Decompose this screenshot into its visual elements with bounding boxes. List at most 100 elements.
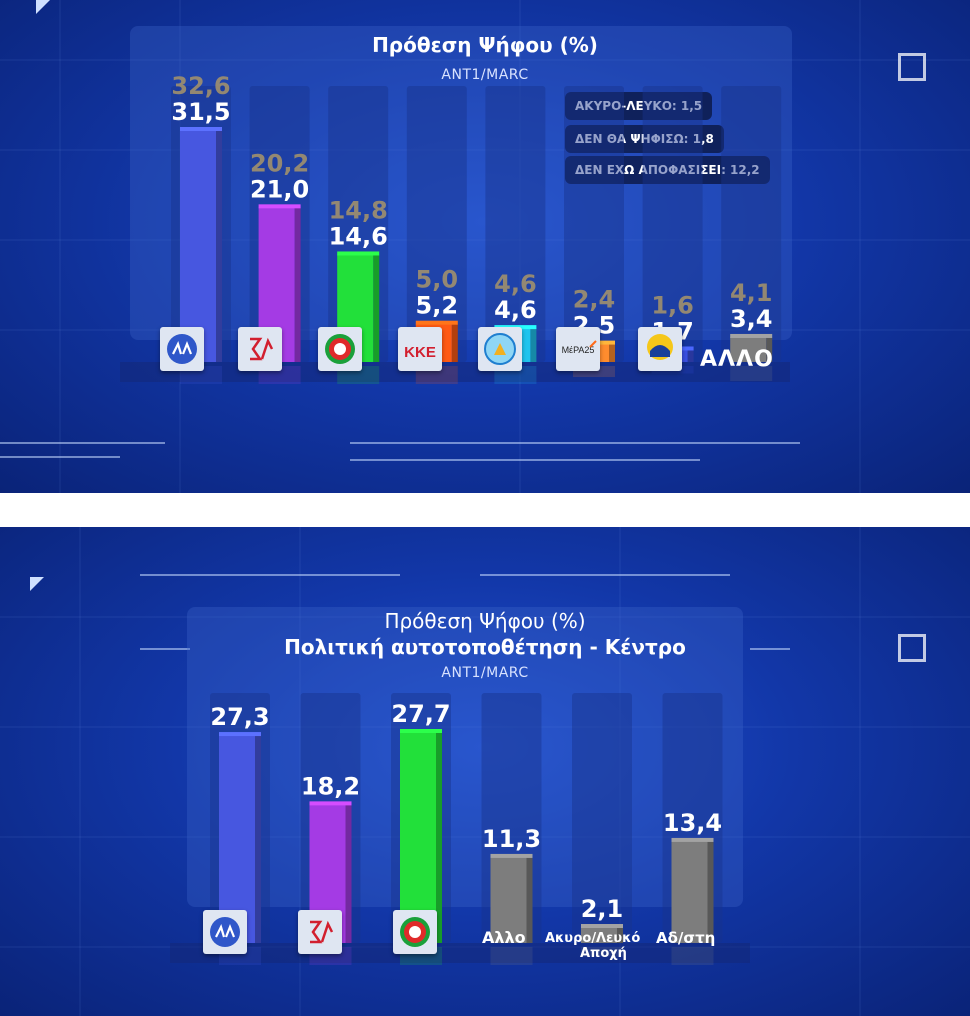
square-outline-icon xyxy=(898,634,926,662)
note-will-not-vote: ΔΕΝ ΘΑ ΨΗΦΙΣΩ: 1,8 xyxy=(565,125,724,153)
chart-title: Πρόθεση Ψήφου (%) xyxy=(372,33,598,57)
bar-side xyxy=(436,732,442,943)
mera25-logo-icon: ΜέΡΑ25 xyxy=(556,327,600,371)
data-label: 2,1 xyxy=(581,895,624,923)
data-label: 5,2 xyxy=(416,292,459,320)
bar-column-backdrop xyxy=(642,86,703,362)
chart-subtitle: Πολιτική αυτοτοποθέτηση - Κέντρο xyxy=(284,635,686,659)
bar-group xyxy=(400,729,442,965)
data-label: 13,4 xyxy=(663,809,722,837)
bar-top xyxy=(180,127,222,131)
data-label: 14,6 xyxy=(329,222,388,250)
mera25-logo-text: ΜέΡΑ25 xyxy=(562,345,595,355)
bar-column-backdrop xyxy=(721,86,782,362)
bar-column-backdrop xyxy=(406,86,467,362)
chart-panel-center: Πρόθεση Ψήφου (%) Πολιτική αυτοτοποθέτησ… xyxy=(0,527,970,1016)
bar-reflection xyxy=(573,366,615,378)
bar-group xyxy=(730,333,773,382)
bar-side xyxy=(255,735,261,943)
invalid-blank-label: Ακυρο/Λευκό xyxy=(545,931,641,946)
abstention-label: Αποχή xyxy=(580,946,627,961)
other-label: ΑΛΛΟ xyxy=(700,347,774,372)
undecided-label: Αδ/στη xyxy=(656,929,716,947)
bar xyxy=(180,130,216,362)
bar-side xyxy=(687,349,694,362)
previous-data-label: 32,6 xyxy=(171,72,230,100)
bar-top xyxy=(337,251,380,256)
data-label: 27,7 xyxy=(391,700,450,728)
bar-side xyxy=(216,130,222,362)
bar-column-backdrop xyxy=(572,693,632,943)
ellines-logo-icon xyxy=(638,327,682,371)
bar-top xyxy=(400,729,442,733)
kke-logo-text: ΚΚΕ xyxy=(404,344,436,361)
syriza-logo-icon xyxy=(238,327,282,371)
bar-chart-center: 27,3 18,2 27,7 11,3 2,1 13,4 xyxy=(170,693,750,965)
note-undecided: ΔΕΝ ΕΧΩ ΑΠΟΦΑΣΙΣΕΙ: 12,2 xyxy=(565,156,770,184)
bar xyxy=(671,840,708,943)
bar-side xyxy=(373,254,380,362)
bar-side xyxy=(609,343,615,362)
nd-logo-icon xyxy=(160,327,204,371)
previous-data-label: 14,8 xyxy=(329,196,388,224)
data-label: 18,2 xyxy=(301,772,360,800)
bar-top xyxy=(415,320,458,325)
kke-logo-icon: ΚΚΕ xyxy=(398,327,442,371)
data-label: 11,3 xyxy=(482,825,541,853)
bar-top xyxy=(309,801,352,806)
syriza-logo-icon xyxy=(298,910,342,954)
bar-group xyxy=(219,732,261,965)
previous-data-label: 4,6 xyxy=(494,270,537,298)
bar-top xyxy=(730,333,773,338)
nd-logo-icon xyxy=(203,910,247,954)
bar-top xyxy=(219,732,261,737)
other-label: Αλλο xyxy=(482,928,526,947)
pasok-logo-icon xyxy=(393,910,437,954)
bar-top xyxy=(490,853,533,858)
bar-top xyxy=(671,837,714,842)
bar xyxy=(400,732,436,943)
title-box xyxy=(187,607,743,907)
data-label: 27,3 xyxy=(210,703,269,731)
bar-side xyxy=(766,336,773,362)
bar-side xyxy=(617,927,623,943)
bar-reflection xyxy=(730,366,773,382)
chart-floor xyxy=(120,362,790,382)
bar-top xyxy=(581,924,623,929)
previous-data-label: 5,0 xyxy=(416,266,459,294)
data-label: 4,6 xyxy=(494,296,537,324)
bar-column-backdrop xyxy=(564,86,624,362)
bar-side xyxy=(345,804,352,943)
chart-title: Πρόθεση Ψήφου (%) xyxy=(384,609,586,633)
bar-reflection xyxy=(671,947,714,965)
bar-side xyxy=(526,856,533,943)
pasok-logo-icon xyxy=(318,327,362,371)
data-label: 3,4 xyxy=(730,305,773,333)
bar-chart-national: 31,532,621,020,214,614,85,25,04,64,62,52… xyxy=(120,72,790,384)
bar-side xyxy=(530,328,537,362)
bar xyxy=(219,735,255,943)
bar-reflection xyxy=(490,947,533,965)
previous-data-label: 2,4 xyxy=(573,286,616,314)
bar-group xyxy=(490,853,533,965)
bar-group xyxy=(581,924,623,957)
data-label: 31,5 xyxy=(171,98,230,126)
data-label: 21,0 xyxy=(250,175,309,203)
corner-triangle-icon xyxy=(30,577,44,591)
previous-data-label: 1,6 xyxy=(651,291,694,319)
bar-column-backdrop xyxy=(485,86,546,362)
bar-side xyxy=(451,323,458,362)
bar-top xyxy=(258,204,301,209)
elliniki-lysi-logo-icon xyxy=(478,327,522,371)
bar xyxy=(581,927,617,943)
bar-side xyxy=(294,207,301,362)
chart-source: ANT1/MARC xyxy=(441,665,529,681)
bar xyxy=(490,856,527,943)
previous-data-label: 20,2 xyxy=(250,149,309,177)
chart-source: ANT1/MARC xyxy=(441,67,529,83)
note-invalid-blank: ΑΚΥΡΟ-ΛΕΥΚΟ: 1,5 xyxy=(565,92,713,120)
bar-side xyxy=(707,840,714,943)
square-outline-icon xyxy=(898,53,926,81)
corner-triangle-icon xyxy=(36,0,50,14)
bar-group xyxy=(671,837,714,965)
